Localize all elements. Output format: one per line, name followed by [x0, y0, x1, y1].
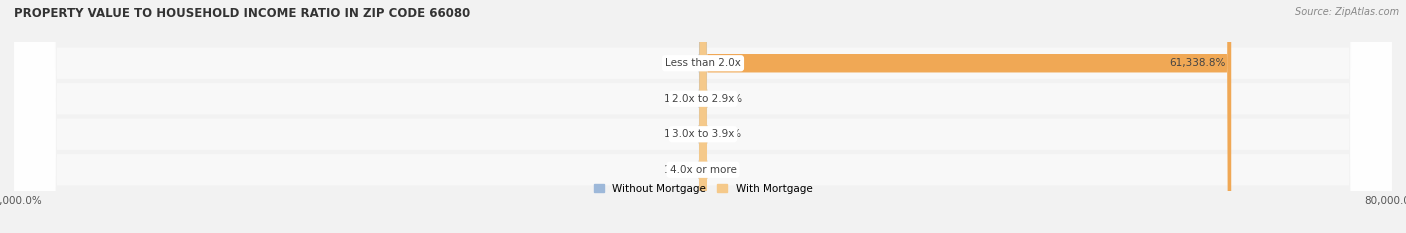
Text: 14.4%: 14.4% [664, 94, 697, 104]
FancyBboxPatch shape [14, 0, 1392, 233]
Text: PROPERTY VALUE TO HOUSEHOLD INCOME RATIO IN ZIP CODE 66080: PROPERTY VALUE TO HOUSEHOLD INCOME RATIO… [14, 7, 471, 20]
FancyBboxPatch shape [699, 0, 707, 233]
FancyBboxPatch shape [14, 0, 1392, 233]
Text: 2.0x to 2.9x: 2.0x to 2.9x [672, 94, 734, 104]
Text: 4.0x or more: 4.0x or more [669, 165, 737, 175]
FancyBboxPatch shape [699, 0, 707, 233]
FancyBboxPatch shape [14, 0, 1392, 233]
FancyBboxPatch shape [703, 0, 1232, 233]
FancyBboxPatch shape [699, 0, 707, 233]
Text: 5.5%: 5.5% [709, 165, 735, 175]
Text: 3.0x to 3.9x: 3.0x to 3.9x [672, 129, 734, 139]
FancyBboxPatch shape [699, 0, 707, 233]
Text: 14.4%: 14.4% [664, 129, 697, 139]
Text: Less than 2.0x: Less than 2.0x [665, 58, 741, 68]
FancyBboxPatch shape [14, 0, 1392, 233]
Text: 74.3%: 74.3% [709, 94, 742, 104]
Text: 13.7%: 13.7% [709, 129, 742, 139]
Text: 17.3%: 17.3% [664, 165, 697, 175]
FancyBboxPatch shape [699, 0, 707, 233]
Legend: Without Mortgage, With Mortgage: Without Mortgage, With Mortgage [589, 179, 817, 198]
Text: 50.4%: 50.4% [664, 58, 697, 68]
FancyBboxPatch shape [699, 0, 707, 233]
Text: Source: ZipAtlas.com: Source: ZipAtlas.com [1295, 7, 1399, 17]
Text: 61,338.8%: 61,338.8% [1170, 58, 1226, 68]
FancyBboxPatch shape [699, 0, 707, 233]
